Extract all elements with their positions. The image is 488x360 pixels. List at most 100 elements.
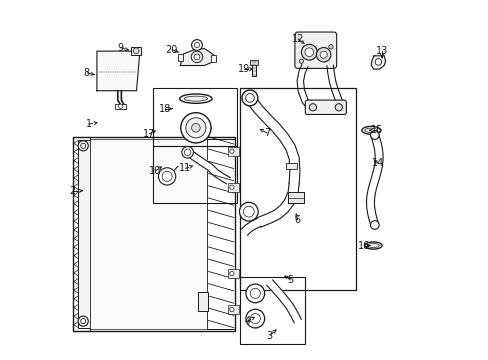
Circle shape bbox=[316, 48, 330, 62]
Polygon shape bbox=[266, 280, 301, 323]
Circle shape bbox=[158, 168, 175, 185]
Circle shape bbox=[133, 48, 139, 54]
Circle shape bbox=[81, 319, 85, 324]
Bar bbox=[228, 183, 239, 192]
Text: 2: 2 bbox=[69, 186, 75, 196]
Polygon shape bbox=[257, 183, 299, 227]
Bar bbox=[211, 55, 216, 62]
Circle shape bbox=[335, 104, 342, 111]
Circle shape bbox=[328, 45, 332, 49]
Circle shape bbox=[194, 54, 200, 60]
Bar bbox=[285, 163, 297, 169]
Circle shape bbox=[78, 141, 88, 151]
Circle shape bbox=[242, 90, 257, 106]
Circle shape bbox=[229, 307, 234, 312]
Text: 6: 6 bbox=[294, 215, 300, 225]
Text: 8: 8 bbox=[83, 68, 90, 78]
Circle shape bbox=[81, 143, 85, 148]
FancyBboxPatch shape bbox=[305, 100, 346, 114]
Circle shape bbox=[245, 284, 264, 303]
Bar bbox=[152, 146, 236, 203]
Bar bbox=[178, 54, 182, 61]
Circle shape bbox=[250, 314, 260, 324]
Text: 20: 20 bbox=[165, 45, 178, 55]
Circle shape bbox=[185, 118, 205, 138]
Bar bbox=[288, 192, 303, 203]
Text: 3: 3 bbox=[266, 330, 272, 341]
Circle shape bbox=[118, 104, 122, 108]
Text: 17: 17 bbox=[142, 129, 155, 139]
Polygon shape bbox=[180, 49, 215, 66]
Text: 13: 13 bbox=[375, 46, 387, 56]
Ellipse shape bbox=[364, 128, 377, 132]
Circle shape bbox=[191, 51, 203, 63]
Bar bbox=[240, 277, 305, 344]
Ellipse shape bbox=[361, 126, 380, 134]
Circle shape bbox=[305, 48, 313, 57]
Circle shape bbox=[309, 104, 316, 111]
Text: 11: 11 bbox=[179, 163, 191, 174]
Bar bbox=[152, 88, 236, 146]
Ellipse shape bbox=[364, 242, 381, 249]
Bar bbox=[228, 269, 239, 278]
Circle shape bbox=[78, 316, 88, 326]
Bar bbox=[206, 139, 235, 329]
Circle shape bbox=[250, 288, 260, 298]
Circle shape bbox=[181, 113, 211, 143]
Polygon shape bbox=[243, 91, 299, 184]
Circle shape bbox=[229, 185, 234, 189]
Ellipse shape bbox=[184, 96, 207, 101]
Text: 14: 14 bbox=[371, 158, 383, 168]
Bar bbox=[197, 292, 208, 311]
Circle shape bbox=[229, 149, 234, 153]
Text: 18: 18 bbox=[158, 104, 170, 114]
Circle shape bbox=[191, 123, 200, 132]
Bar bbox=[73, 137, 235, 331]
Circle shape bbox=[182, 147, 193, 158]
Ellipse shape bbox=[366, 243, 379, 248]
Polygon shape bbox=[326, 65, 346, 110]
Polygon shape bbox=[296, 64, 313, 110]
FancyBboxPatch shape bbox=[294, 32, 336, 68]
Text: 1: 1 bbox=[85, 119, 91, 129]
Circle shape bbox=[239, 202, 258, 221]
Circle shape bbox=[194, 42, 199, 48]
Circle shape bbox=[184, 149, 190, 156]
Circle shape bbox=[245, 94, 254, 102]
Bar bbox=[240, 88, 355, 290]
Polygon shape bbox=[370, 56, 385, 69]
Bar bbox=[90, 139, 206, 329]
Bar bbox=[249, 60, 258, 65]
Text: 19: 19 bbox=[237, 64, 249, 74]
Bar bbox=[78, 140, 90, 328]
Circle shape bbox=[320, 51, 326, 58]
Circle shape bbox=[245, 309, 264, 328]
Bar bbox=[228, 305, 239, 314]
Bar bbox=[228, 147, 239, 156]
Polygon shape bbox=[184, 148, 230, 184]
Text: 12: 12 bbox=[291, 34, 304, 44]
Text: 5: 5 bbox=[287, 275, 293, 285]
Bar bbox=[115, 104, 126, 109]
Polygon shape bbox=[97, 51, 139, 91]
Polygon shape bbox=[366, 134, 382, 226]
Circle shape bbox=[299, 59, 303, 63]
Text: 10: 10 bbox=[149, 166, 161, 176]
Text: 9: 9 bbox=[117, 42, 123, 53]
Text: 7: 7 bbox=[264, 128, 270, 138]
Circle shape bbox=[229, 271, 234, 276]
Text: 4: 4 bbox=[244, 316, 250, 326]
Bar bbox=[131, 47, 141, 55]
Circle shape bbox=[301, 44, 317, 60]
Bar bbox=[251, 62, 256, 76]
Ellipse shape bbox=[179, 94, 212, 103]
Circle shape bbox=[162, 171, 172, 181]
Polygon shape bbox=[241, 219, 260, 235]
Circle shape bbox=[370, 221, 378, 229]
Circle shape bbox=[370, 131, 378, 139]
Circle shape bbox=[191, 40, 202, 50]
Circle shape bbox=[243, 206, 254, 217]
Text: 15: 15 bbox=[370, 125, 383, 135]
Text: 16: 16 bbox=[357, 240, 369, 251]
Circle shape bbox=[374, 59, 381, 65]
